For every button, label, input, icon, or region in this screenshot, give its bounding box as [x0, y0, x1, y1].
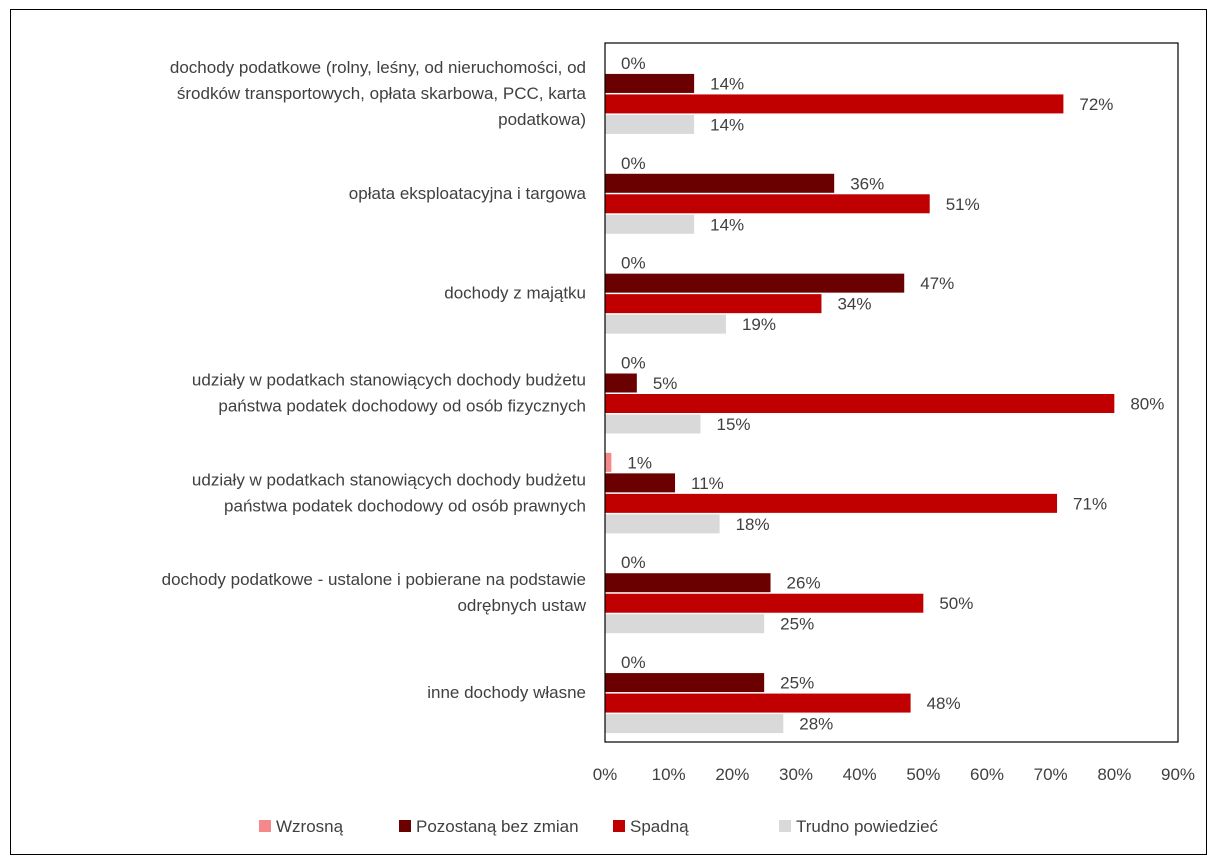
data-label: 71%: [1073, 494, 1107, 513]
chart-frame: 0% 14% 72% 14% 0% 36% 51% 14% 0% 47% 34% 19% 0% 5% 80%…: [10, 9, 1207, 855]
data-label: 19%: [742, 315, 776, 334]
value-labels-layer: 0% 14% 72% 14% 0% 36% 51% 14% 0% 47% 34% 19% 0% 5% 80%…: [621, 54, 1164, 734]
bar: [605, 73, 695, 93]
plot-area: [604, 42, 1179, 743]
legend-swatch: [779, 820, 791, 832]
x-tick-label: 80%: [1097, 765, 1131, 784]
x-tick-label: 20%: [715, 765, 749, 784]
category-label: udziały w podatkach stanowiących dochody…: [192, 470, 586, 489]
data-label: 5%: [653, 374, 678, 393]
bar: [605, 294, 822, 314]
bar-chart: 0% 14% 72% 14% 0% 36% 51% 14% 0% 47% 34% 19% 0% 5% 80%…: [162, 42, 1195, 836]
bar: [605, 493, 1058, 513]
category-label: środków transportowych, opłata skarbowa,…: [177, 84, 587, 103]
data-label: 28%: [799, 715, 833, 734]
bar: [605, 614, 765, 634]
legend-label: Pozostaną bez zmian: [416, 817, 579, 836]
legend: Wzrosną Pozostaną bez zmian Spadną Trudno p…: [259, 817, 939, 836]
bar: [605, 194, 930, 214]
data-label: 36%: [850, 174, 884, 193]
data-label: 25%: [780, 615, 814, 634]
category-label: odrębnych ustaw: [457, 596, 586, 615]
data-label: 80%: [1130, 395, 1164, 414]
category-labels-layer: dochody podatkowe (rolny, leśny, od nier…: [162, 58, 587, 702]
data-label: 0%: [621, 354, 646, 373]
category-label: dochody z majątku: [444, 284, 586, 303]
bar: [605, 714, 784, 734]
legend-label: Trudno powiedzieć: [796, 817, 939, 836]
data-label: 18%: [736, 515, 770, 534]
x-tick-label: 70%: [1034, 765, 1068, 784]
data-label: 14%: [710, 74, 744, 93]
bar: [605, 94, 1064, 114]
data-label: 14%: [710, 115, 744, 134]
x-axis-ticks: 0% 10% 20% 30% 40% 50% 60% 70% 80% 90%: [593, 765, 1195, 784]
bar: [605, 693, 911, 713]
bar: [605, 394, 1115, 413]
bar: [605, 593, 924, 613]
data-label: 14%: [710, 215, 744, 234]
bar: [605, 573, 771, 593]
category-label: dochody podatkowe (rolny, leśny, od nier…: [170, 58, 586, 77]
bar: [605, 414, 701, 434]
bar: [605, 314, 726, 334]
bar: [605, 473, 676, 493]
x-tick-label: 90%: [1161, 765, 1195, 784]
data-label: 34%: [837, 295, 871, 314]
legend-swatch: [613, 820, 625, 832]
data-label: 25%: [780, 674, 814, 693]
bar: [605, 114, 695, 134]
bar: [605, 273, 905, 293]
category-label: inne dochody własne: [427, 683, 586, 702]
data-label: 47%: [920, 274, 954, 293]
data-label: 72%: [1079, 95, 1113, 114]
category-label: państwa podatek dochodowy od osób prawny…: [224, 496, 586, 515]
x-tick-label: 10%: [652, 765, 686, 784]
x-tick-label: 50%: [906, 765, 940, 784]
category-label: dochody podatkowe - ustalone i pobierane…: [162, 570, 586, 589]
data-label: 1%: [627, 453, 652, 472]
data-label: 51%: [946, 195, 980, 214]
data-label: 11%: [691, 474, 724, 493]
bar: [605, 452, 612, 472]
data-label: 48%: [927, 694, 961, 713]
x-tick-label: 60%: [970, 765, 1004, 784]
data-label: 0%: [621, 553, 646, 572]
legend-label: Wzrosną: [276, 817, 344, 836]
bars-layer: [605, 73, 1115, 734]
legend-swatch: [399, 820, 411, 832]
category-label: państwa podatek dochodowy od osób fizycz…: [218, 397, 586, 416]
legend-swatch: [259, 820, 271, 832]
category-label: opłata eksploatacyjna i targowa: [349, 184, 587, 203]
data-label: 0%: [621, 254, 646, 273]
x-tick-label: 30%: [779, 765, 813, 784]
legend-label: Spadną: [630, 817, 689, 836]
bar: [605, 214, 695, 234]
bar: [605, 514, 720, 534]
category-label: podatkowa): [498, 110, 586, 129]
data-label: 0%: [621, 653, 646, 672]
category-label: udziały w podatkach stanowiących dochody…: [192, 371, 586, 390]
data-label: 0%: [621, 54, 646, 73]
bar: [605, 373, 637, 393]
x-tick-label: 40%: [843, 765, 877, 784]
bar: [605, 673, 765, 693]
data-label: 0%: [621, 154, 646, 173]
bar: [605, 173, 835, 193]
data-label: 15%: [717, 415, 751, 434]
x-tick-label: 0%: [593, 765, 618, 784]
data-label: 50%: [939, 594, 973, 613]
data-label: 26%: [787, 574, 821, 593]
